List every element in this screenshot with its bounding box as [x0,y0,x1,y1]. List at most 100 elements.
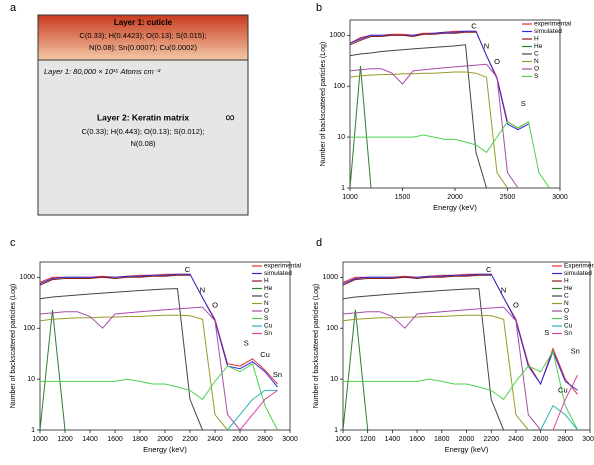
y-tick-label: 10 [337,134,345,141]
x-tick-label: 1000 [32,436,48,443]
plot-frame [349,19,561,189]
series-line [40,309,66,430]
density: Layer 1: 80,000 × 10¹⁵ Atoms cm⁻² [44,67,161,76]
series-line [350,121,550,188]
annotation: O [212,300,218,309]
y-tick-label: 100 [326,325,338,332]
series-line [350,44,487,188]
legend-label: O [264,308,269,315]
x-tick-label: 2800 [257,436,273,443]
x-tick-label: 3000 [552,194,568,201]
series-line [343,273,578,395]
legend-label: N [534,58,539,65]
annotation: N [501,286,506,295]
annotation: S [244,339,249,348]
composition: C(0.33); H(0.4423); O(0.13); S(0.015); [79,31,206,40]
series-line [40,306,241,430]
layer-title: Layer 2: Keratin matrix [97,112,189,122]
x-tick-label: 1800 [132,436,148,443]
legend-label: He [264,285,273,292]
x-tick-label: 2200 [483,436,499,443]
legend-label: Sn [264,330,272,337]
legend-label: C [564,293,569,300]
series-line [343,306,541,430]
annotation: Cu [558,385,568,394]
x-tick-label: 1400 [82,436,98,443]
series-line [540,404,578,430]
series-line [350,71,508,188]
annotation: Sn [273,370,282,379]
x-tick-label: 2000 [447,194,463,201]
x-tick-label: 1400 [385,436,401,443]
y-tick-label: 100 [333,83,345,90]
x-axis-label: Energy (keV) [433,203,477,212]
series-line [40,273,278,388]
layer-1 [37,14,249,61]
annotation: N [200,286,205,295]
legend-label: He [564,285,573,292]
panel-label: c [10,237,16,249]
legend-label: C [534,51,539,58]
series-line [350,30,529,131]
y-axis-label: Number of backscattered particles (Log) [10,284,17,409]
plot-frame [39,261,291,431]
x-axis-label: Energy (keV) [445,445,489,454]
y-tick-label: 1 [334,427,338,434]
series-line [343,274,492,286]
panel-label: b [316,2,322,14]
annotation: C [471,21,477,30]
annotation: O [513,300,519,309]
series-line [343,314,529,430]
y-tick-label: 1 [341,185,345,192]
legend-label: N [264,300,269,307]
y-tick-label: 1 [31,427,35,434]
x-tick-label: 3000 [582,436,594,443]
x-tick-label: 1800 [434,436,450,443]
y-tick-label: 1000 [322,274,338,281]
x-tick-label: 3000 [282,436,298,443]
x-axis-label: Energy (keV) [143,445,187,454]
annotation: Cu [260,350,270,359]
legend-label: He [534,43,543,50]
y-tick-label: 1000 [329,32,345,39]
series-line [350,30,529,129]
annotation: C [486,265,492,274]
x-tick-label: 2400 [508,436,524,443]
series-line [343,309,369,430]
x-tick-label: 2000 [459,436,475,443]
legend-label: Cu [264,323,273,330]
legend-label: simulated [564,270,592,277]
layer-title: Layer 1: cuticle [114,18,173,27]
x-tick-label: 2000 [157,436,173,443]
x-tick-label: 1200 [57,436,73,443]
series-line [239,389,278,430]
legend-label: experimental [534,21,572,28]
legend-label: N [564,300,569,307]
y-tick-label: 100 [23,325,35,332]
series-line [350,63,519,188]
legend-label: experimental [264,263,302,270]
legend-label: S [264,315,269,322]
composition: N(0.08) [130,139,156,148]
legend-label: H [264,278,269,285]
series-line [350,65,372,188]
series-line [40,274,190,286]
annotation: N [484,42,489,51]
series-line [40,288,203,430]
series-line [343,273,578,391]
series-line [343,350,579,430]
x-tick-label: 2600 [533,436,549,443]
y-axis-label: Number of backscattered particles (Log) [313,284,320,409]
annotation: C [185,265,191,274]
annotation: Sn [571,346,580,355]
legend-label: Experimental [564,263,594,270]
x-tick-label: 2400 [207,436,223,443]
legend-label: H [564,278,569,285]
y-tick-label: 1000 [19,274,35,281]
y-axis-label: Number of backscattered particles (Log) [320,42,327,167]
legend-label: C [264,293,269,300]
series-line [40,314,228,430]
legend-label: Sn [564,330,572,337]
x-tick-label: 1600 [107,436,123,443]
